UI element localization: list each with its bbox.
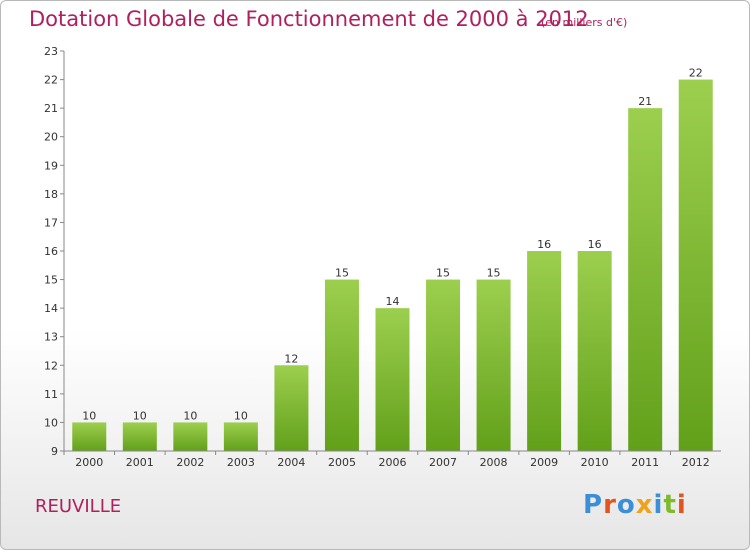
bar-value-label: 10	[82, 409, 96, 422]
y-tick-label: 11	[44, 388, 58, 401]
bar-value-label: 10	[133, 409, 147, 422]
bar-2009	[527, 251, 562, 451]
x-tick-label: 2005	[328, 456, 356, 469]
y-axis: 9 10 11 12 13 14 15 16 17 18 19 20 21 22 23	[44, 45, 65, 458]
y-tick-label: 22	[44, 74, 58, 87]
x-tick-label: 2008	[480, 456, 508, 469]
bar-value-label: 22	[689, 67, 703, 80]
bar-value-label: 15	[436, 267, 450, 280]
bar-value-label: 10	[234, 409, 248, 422]
x-tick-label: 2007	[429, 456, 457, 469]
bar-2010	[577, 251, 612, 451]
bar-value-label: 12	[284, 352, 298, 365]
bar-value-label: 15	[487, 267, 501, 280]
y-tick-label: 13	[44, 331, 58, 344]
bar-2011	[628, 108, 663, 452]
x-tick-label: 2006	[379, 456, 407, 469]
x-tick-label: 2001	[126, 456, 154, 469]
bar-value-label: 16	[537, 238, 551, 251]
y-tick-label: 14	[44, 302, 58, 315]
x-tick-label: 2003	[227, 456, 255, 469]
commune-name: REUVILLE	[35, 496, 122, 517]
bar-2002	[173, 422, 208, 451]
x-tick-label: 2002	[176, 456, 204, 469]
bar-2001	[122, 422, 157, 451]
chart-title: Dotation Globale de Fonctionnement de 20…	[29, 7, 589, 31]
bar-2012	[678, 79, 713, 452]
bar-2003	[223, 422, 258, 451]
bar-value-label: 16	[588, 238, 602, 251]
x-axis: 2000 2001 2002 2003 2004 2005 2006 2007 2008 2009…	[63, 450, 721, 469]
y-tick-label: 9	[51, 445, 58, 458]
y-tick-label: 19	[44, 159, 58, 172]
y-tick-label: 10	[44, 416, 58, 429]
bar-value-label: 21	[638, 95, 652, 108]
bar-value-label: 14	[386, 295, 400, 308]
bar-2000	[72, 422, 107, 451]
y-tick-label: 15	[44, 274, 58, 287]
bar-2004	[274, 365, 309, 451]
y-tick-label: 12	[44, 359, 58, 372]
bar-2008	[476, 279, 511, 451]
proxiti-logo[interactable]: Proxiti	[583, 490, 687, 520]
x-tick-label: 2011	[631, 456, 659, 469]
bar-value-label: 10	[183, 409, 197, 422]
y-tick-label: 21	[44, 102, 58, 115]
y-tick-label: 17	[44, 216, 58, 229]
y-tick-label: 23	[44, 45, 58, 58]
chart-subtitle: (en milliers d'€)	[541, 16, 628, 29]
bar-2007	[426, 279, 461, 451]
bar-2006	[375, 308, 410, 451]
x-tick-label: 2000	[75, 456, 103, 469]
bars: 10 10 10 10 12 15 14 15 15 16 16 21 22	[72, 67, 713, 452]
y-tick-label: 16	[44, 245, 58, 258]
y-tick-label: 18	[44, 188, 58, 201]
x-tick-label: 2009	[530, 456, 558, 469]
x-tick-label: 2012	[682, 456, 710, 469]
x-tick-label: 2010	[581, 456, 609, 469]
bar-2005	[324, 279, 359, 451]
y-tick-label: 20	[44, 131, 58, 144]
x-tick-label: 2004	[277, 456, 305, 469]
bar-value-label: 15	[335, 267, 349, 280]
